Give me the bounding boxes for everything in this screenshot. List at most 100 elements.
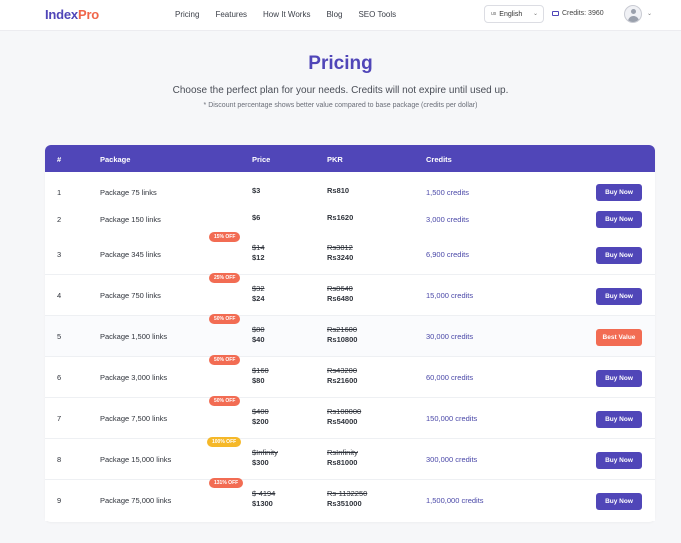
credits-amount: 15,000 credits — [426, 291, 474, 300]
page-title: Pricing — [308, 53, 373, 74]
buy-now-button[interactable]: Buy Now — [596, 411, 642, 428]
discount-badge: 15% OFF — [209, 232, 241, 242]
buy-now-button[interactable]: Buy Now — [596, 370, 642, 387]
table-row: 15% OFF 3 Package 345 links $14 $12 Rs38… — [45, 232, 655, 275]
package-name: Package 750 links — [100, 291, 161, 300]
buy-now-button[interactable]: Buy Now — [596, 211, 642, 228]
price: $12 — [252, 253, 265, 262]
row-number: 9 — [57, 496, 62, 505]
pkr-price: Rs1620 — [327, 213, 354, 222]
row-number: 6 — [57, 373, 62, 382]
credits-amount: 30,000 credits — [426, 332, 474, 341]
original-price: $Infinity — [252, 448, 278, 457]
package-name: Package 150 links — [100, 215, 161, 224]
row-number: 5 — [57, 332, 62, 341]
package-name: Package 345 links — [100, 250, 161, 259]
col-header-number: # — [57, 155, 62, 164]
original-pkr: Rs8640 — [327, 284, 353, 293]
language-selector[interactable]: us English ⌄ — [484, 5, 544, 23]
discount-badge: 25% OFF — [209, 273, 241, 283]
nav-blog[interactable]: Blog — [326, 10, 343, 19]
nav-pricing[interactable]: Pricing — [175, 10, 200, 19]
page-subtitle: Choose the perfect plan for your needs. … — [172, 85, 509, 96]
col-header-pkr: PKR — [327, 155, 343, 164]
credits-display: Credits: 3960 — [552, 10, 604, 17]
original-pkr: Rs43200 — [327, 366, 358, 375]
table-row: 50% OFF 7 Package 7,500 links $400 $200 … — [45, 396, 655, 439]
pkr-price: Rs81000 — [327, 458, 358, 467]
col-header-credits: Credits — [426, 155, 452, 164]
price: $300 — [252, 458, 269, 467]
credits-amount: 300,000 credits — [426, 455, 478, 464]
package-name: Package 3,000 links — [100, 373, 168, 382]
discount-note: * Discount percentage shows better value… — [203, 102, 478, 109]
table-row: 131% OFF 9 Package 75,000 links $-4194 $… — [45, 478, 655, 521]
row-number: 7 — [57, 414, 62, 423]
buy-now-button[interactable]: Buy Now — [596, 288, 642, 305]
pkr-price: Rs21600 — [327, 376, 358, 385]
nav-how-it-works[interactable]: How It Works — [263, 10, 311, 19]
original-price: $14 — [252, 243, 265, 252]
user-avatar[interactable] — [624, 5, 642, 23]
credits-label: Credits: 3960 — [562, 10, 604, 17]
chevron-down-icon: ⌄ — [532, 11, 538, 17]
pkr-price: Rs6480 — [327, 294, 354, 303]
package-name: Package 7,500 links — [100, 414, 168, 423]
logo[interactable]: IndexPro — [45, 7, 99, 22]
credits-amount: 6,900 credits — [426, 250, 469, 259]
pkr-price: Rs54000 — [327, 417, 358, 426]
row-number: 4 — [57, 291, 62, 300]
row-number: 2 — [57, 215, 62, 224]
package-name: Package 1,500 links — [100, 332, 168, 341]
buy-now-button[interactable]: Buy Now — [596, 184, 642, 201]
price: $40 — [252, 335, 265, 344]
original-pkr: Rs21600 — [327, 325, 358, 334]
discount-badge: 100% OFF — [207, 437, 242, 447]
credits-amount: 1,500,000 credits — [426, 496, 484, 505]
original-pkr: RsInfinity — [327, 448, 358, 457]
main-nav: Pricing Features How It Works Blog SEO T… — [175, 10, 396, 19]
credit-card-icon — [552, 11, 559, 16]
price: $3 — [252, 186, 261, 195]
price: $6 — [252, 213, 261, 222]
table-row: 50% OFF 5 Package 1,500 links $80 $40 Rs… — [45, 314, 655, 357]
nav-seo-tools[interactable]: SEO Tools — [358, 10, 397, 19]
user-icon-body — [628, 16, 639, 22]
top-navigation-bar: IndexPro Pricing Features How It Works B… — [0, 0, 681, 31]
row-number: 1 — [57, 188, 62, 197]
discount-badge: 50% OFF — [209, 314, 241, 324]
logo-text-pro: Pro — [77, 7, 100, 22]
price: $1300 — [252, 499, 273, 508]
original-price: $400 — [252, 407, 269, 416]
original-price: $-4194 — [252, 489, 276, 498]
buy-now-button[interactable]: Buy Now — [596, 452, 642, 469]
package-name: Package 75,000 links — [100, 496, 172, 505]
credits-amount: 3,000 credits — [426, 215, 469, 224]
col-header-price: Price — [252, 155, 271, 164]
buy-now-button[interactable]: Buy Now — [596, 247, 642, 264]
discount-badge: 131% OFF — [209, 478, 244, 488]
table-header: # Package Price PKR Credits — [45, 145, 655, 172]
buy-now-button[interactable]: Buy Now — [596, 493, 642, 510]
price: $80 — [252, 376, 265, 385]
col-header-package: Package — [100, 155, 131, 164]
price: $24 — [252, 294, 265, 303]
original-price: $80 — [252, 325, 265, 334]
logo-text-index: Index — [45, 7, 78, 22]
language-label: English — [499, 10, 523, 18]
best-value-button[interactable]: Best Value — [596, 329, 642, 346]
credits-amount: 150,000 credits — [426, 414, 478, 423]
pkr-price: Rs3240 — [327, 253, 354, 262]
original-pkr: Rs108000 — [327, 407, 362, 416]
discount-badge: 50% OFF — [209, 396, 241, 406]
table-row: 100% OFF 8 Package 15,000 links $Infinit… — [45, 437, 655, 480]
pkr-price: Rs351000 — [327, 499, 362, 508]
package-name: Package 75 links — [100, 188, 157, 197]
user-icon-head — [631, 9, 636, 14]
pkr-price: Rs810 — [327, 186, 350, 195]
row-number: 8 — [57, 455, 62, 464]
pkr-price: Rs10800 — [327, 335, 358, 344]
avatar-chevron-down-icon[interactable]: ⌄ — [647, 11, 653, 17]
nav-features[interactable]: Features — [215, 10, 248, 19]
original-price: $32 — [252, 284, 265, 293]
